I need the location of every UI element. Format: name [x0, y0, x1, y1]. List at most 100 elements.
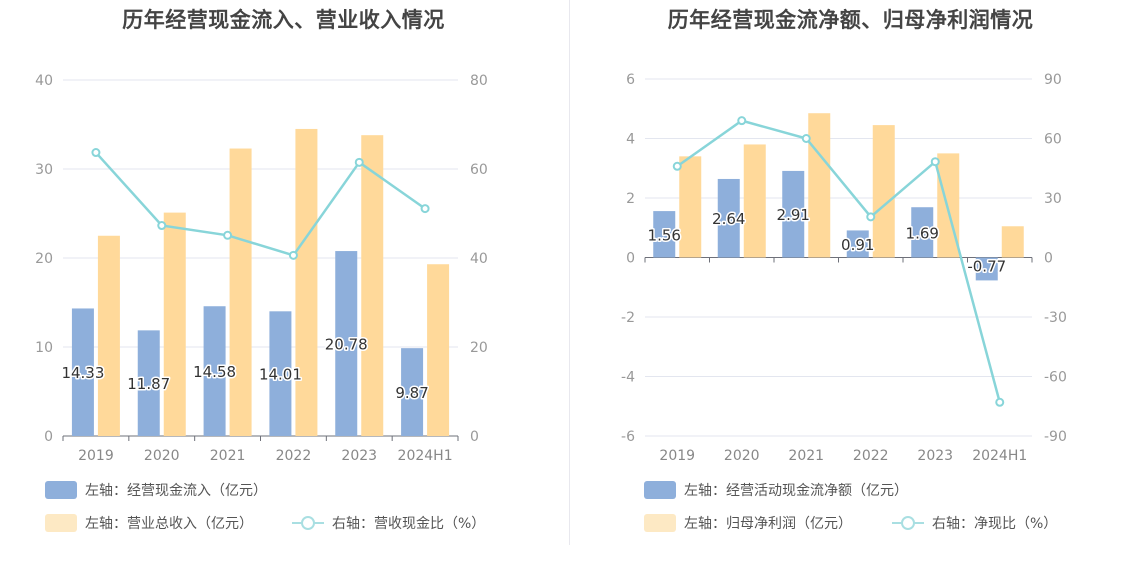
right-axis-tick-label: 30 [1044, 191, 1062, 207]
legend-item-net-cash-ratio[interactable]: 右轴：净现比（%） [892, 513, 1057, 533]
left-axis-tick-label: 10 [35, 340, 53, 356]
line-point-2020 [157, 221, 167, 231]
legend-swatch-orange [45, 514, 77, 532]
data-label: 14.33 [61, 364, 104, 382]
x-axis-tick-label: 2019 [659, 448, 695, 464]
bar-2021-orange [229, 148, 252, 436]
right-axis-tick-label: 0 [470, 429, 479, 445]
x-axis-tick-label: 2020 [144, 448, 180, 464]
left-axis-tick-label: 30 [35, 162, 53, 178]
left-axis-tick-label: 40 [35, 73, 53, 89]
line-point-2022 [866, 212, 876, 222]
line-point-2023 [930, 157, 940, 167]
bar-2023-blue [911, 207, 934, 258]
data-label: 9.87 [395, 384, 428, 402]
left-axis-tick-label: 20 [35, 251, 53, 267]
legend-item-revenue-cash-ratio[interactable]: 右轴：营收现金比（%） [292, 513, 485, 533]
line-point-2022 [288, 250, 298, 260]
legend-item-cash-inflow[interactable]: 左轴：经营现金流入（亿元） [45, 480, 267, 500]
data-label: 1.69 [906, 224, 939, 242]
x-axis-tick-label: 2021 [210, 448, 246, 464]
x-axis-tick-label: 2023 [341, 448, 377, 464]
legend-label: 左轴：经营活动现金流净额（亿元） [684, 483, 908, 499]
legend-swatch-orange [644, 514, 676, 532]
legend-item-net-profit[interactable]: 左轴：归母净利润（亿元） [644, 513, 852, 533]
bar-2021-blue [782, 170, 805, 258]
bar-2020-blue [137, 330, 160, 436]
left-axis-tick-label: 6 [626, 72, 635, 88]
cash-inflow-revenue-panel: 历年经营现金流入、营业收入情况 0 10 20 30 40 0 20 40 60 80 2019 20… [35, 8, 488, 533]
right-axis-tick-label: 60 [470, 162, 488, 178]
cash-inflow-revenue-chart: 0 10 20 30 40 0 20 40 60 80 2019 2020 2021 2022 2023 20… [35, 73, 488, 464]
right-axis-tick-label: 90 [1044, 72, 1062, 88]
line-point-2019 [91, 148, 101, 158]
bar-2023-blue [335, 251, 358, 436]
legend-label: 左轴：经营现金流入（亿元） [85, 483, 267, 499]
data-label: 14.58 [193, 363, 236, 381]
left-axis-tick-label: 4 [626, 132, 635, 148]
right-axis-tick-label: -60 [1044, 370, 1067, 386]
bar-2021-blue [203, 306, 226, 436]
line-point-2024H1 [420, 204, 430, 214]
bar-2022-blue [269, 311, 292, 436]
data-label: 20.78 [325, 336, 368, 354]
left-axis-tick-label: 0 [44, 429, 53, 445]
legend-label: 左轴：归母净利润（亿元） [684, 516, 852, 532]
right-axis-tick-label: -30 [1044, 310, 1067, 326]
legend-item-revenue[interactable]: 左轴：营业总收入（亿元） [45, 513, 253, 533]
data-label: 14.01 [259, 366, 302, 384]
legend-label: 右轴：营收现金比（%） [332, 516, 486, 532]
bar-2022-orange [295, 128, 318, 436]
right-axis-tick-label: 20 [470, 340, 488, 356]
data-label: 2.64 [712, 210, 745, 228]
line-point-2024H1 [995, 397, 1005, 407]
right-axis-tick-label: 80 [470, 73, 488, 89]
bar-2024H1-blue [975, 257, 998, 281]
chart-title: 历年经营现金流净额、归母净利润情况 [667, 8, 1034, 32]
line-point-2023 [354, 157, 364, 167]
data-label: 0.91 [841, 236, 874, 254]
right-axis-tick-label: 0 [1044, 251, 1053, 267]
bar-2024H1-blue [401, 348, 424, 436]
legend-item-net-operating-cashflow[interactable]: 左轴：经营活动现金流净额（亿元） [644, 480, 908, 500]
x-axis-tick-label: 2024H1 [398, 448, 453, 464]
legend-label: 左轴：营业总收入（亿元） [85, 516, 253, 532]
data-label: 1.56 [648, 226, 681, 244]
data-label: -0.77 [967, 258, 1006, 276]
left-axis-tick-label: -2 [621, 310, 635, 326]
right-axis-tick-label: 60 [1044, 132, 1062, 148]
bar-2019-orange [97, 235, 120, 436]
line-point-2021 [223, 230, 233, 240]
right-axis-tick-label: 40 [470, 251, 488, 267]
x-axis-tick-label: 2022 [853, 448, 889, 464]
bar-2022-blue [846, 230, 869, 258]
x-axis-tick-label: 2022 [276, 448, 312, 464]
chart-title: 历年经营现金流入、营业收入情况 [122, 8, 445, 32]
legend-line-circle-icon [892, 514, 924, 532]
bar-2020-orange [743, 144, 766, 258]
bar-2021-orange [808, 113, 831, 258]
x-axis-tick-label: 2020 [724, 448, 760, 464]
line-point-2021 [801, 134, 811, 143]
x-axis-tick-label: 2019 [78, 448, 114, 464]
legend-line-circle-icon [292, 514, 324, 532]
right-axis-tick-label: -90 [1044, 429, 1067, 445]
left-axis-tick-label: 2 [626, 191, 635, 207]
left-axis-tick-label: -4 [621, 370, 635, 386]
bar-2019-blue [653, 211, 676, 258]
x-axis-tick-label: 2023 [917, 448, 953, 464]
net-cashflow-profit-chart: -6 -4 -2 0 2 4 6 -90 -60 -30 0 30 60 90 2019 2020 2021 20… [621, 72, 1067, 464]
x-axis-tick-label: 2021 [788, 448, 824, 464]
bar-2022-orange [872, 125, 895, 258]
bar-2020-blue [717, 178, 740, 258]
x-axis-tick-label: 2024H1 [972, 448, 1027, 464]
bar-2020-orange [163, 212, 186, 436]
left-axis-tick-label: 0 [626, 251, 635, 267]
bar-2019-blue [71, 308, 94, 436]
net-cashflow-profit-panel: 历年经营现金流净额、归母净利润情况 -6 -4 -2 0 2 4 6 -90 -60 -30 0 30… [567, 0, 1134, 582]
legend-label: 右轴：净现比（%） [932, 516, 1058, 532]
bar-2024H1-orange [1001, 226, 1024, 258]
bar-2019-orange [679, 156, 702, 258]
bar-2024H1-orange [427, 264, 450, 436]
